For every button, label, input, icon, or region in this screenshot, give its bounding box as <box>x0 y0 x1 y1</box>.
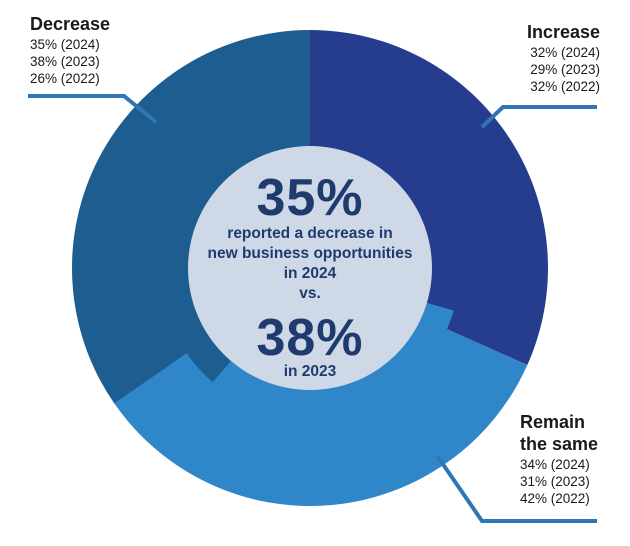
center-caption-line3: in 2024 <box>283 265 337 282</box>
increase-label: Increase 32% (2024) 29% (2023) 32% (2022… <box>527 22 600 95</box>
increase-2022: 32% (2022) <box>530 79 600 94</box>
center-disc <box>188 146 432 390</box>
increase-2024: 32% (2024) <box>530 45 600 60</box>
leader-decrease <box>28 94 158 124</box>
remain-2022: 42% (2022) <box>519 491 590 506</box>
increase-2023: 29% (2023) <box>530 62 600 77</box>
center-caption-2023: in 2023 <box>283 363 337 380</box>
center-stat-2023: 38% <box>256 309 364 367</box>
leader-increase <box>480 105 597 129</box>
decrease-2023: 38% (2023) <box>30 54 100 69</box>
remain-2023: 31% (2023) <box>519 474 590 489</box>
remain-label: Remain the same 34% (2024) 31% (2023) 42… <box>520 412 598 507</box>
slice-2023-increase <box>310 118 460 311</box>
center-vs: vs. <box>299 285 321 302</box>
increase-title: Increase <box>526 22 600 42</box>
center-stat-2024: 35% <box>256 169 364 227</box>
decrease-2022: 26% (2022) <box>30 71 100 86</box>
slice-2023-decrease <box>160 118 310 383</box>
decrease-2024: 35% (2024) <box>30 37 100 52</box>
remain-2024: 34% (2024) <box>519 457 590 472</box>
center-caption-line1: reported a decrease in <box>227 225 393 242</box>
inner-ring-2023 <box>160 118 460 418</box>
remain-title-line2: the same <box>519 434 598 454</box>
decrease-label: Decrease 35% (2024) 38% (2023) 26% (2022… <box>30 14 110 87</box>
center-caption-2024: reported a decrease in new business oppo… <box>190 224 430 284</box>
slice-2023-remain-the-same <box>212 301 454 418</box>
leader-lines <box>28 94 597 523</box>
leader-remain <box>436 455 597 523</box>
remain-title-line1: Remain <box>519 412 585 432</box>
decrease-title: Decrease <box>30 14 111 34</box>
center-caption-line2: new business opportunities <box>207 245 413 262</box>
